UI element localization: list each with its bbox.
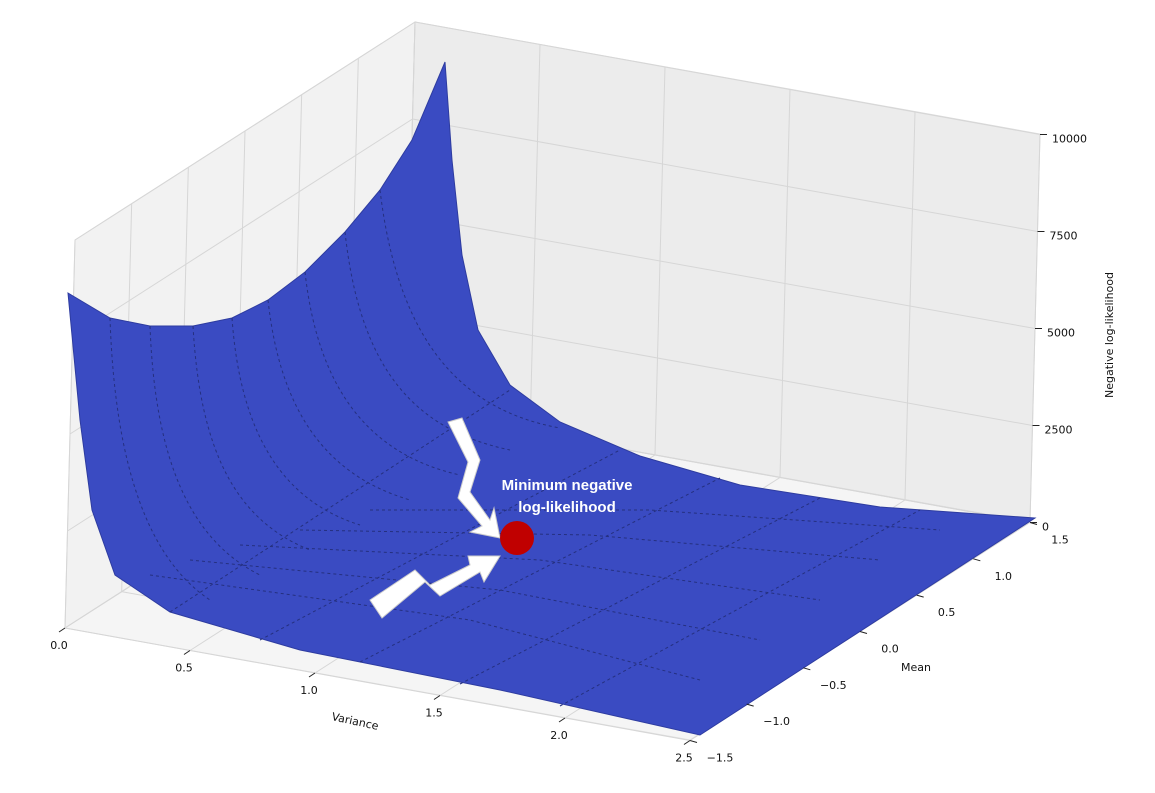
z-tick-label: 5000	[1047, 326, 1075, 339]
y-tick	[803, 667, 811, 671]
y-tick-label: −0.5	[820, 679, 847, 692]
x-tick-label: 2.0	[550, 729, 568, 742]
wire	[459, 497, 821, 685]
grid-line	[72, 118, 413, 338]
x-tick-label: 1.0	[300, 684, 318, 697]
x-tick	[183, 650, 191, 655]
z-tick-label: 2500	[1044, 423, 1072, 436]
annotation: log-likelihood	[518, 499, 616, 516]
y-tick-label: −1.5	[707, 752, 734, 765]
y-tick-label: 1.0	[995, 570, 1013, 583]
y-tick-label: 1.5	[1051, 533, 1069, 546]
y-tick	[689, 740, 698, 743]
wire	[109, 317, 211, 601]
wire	[149, 574, 701, 681]
y-axis-label: Mean	[901, 661, 931, 674]
arrow	[369, 555, 501, 619]
y-tick	[859, 631, 868, 634]
y-tick	[973, 558, 981, 562]
x-tick-label: 2.5	[675, 752, 693, 765]
wire	[149, 325, 261, 576]
y-tick	[916, 594, 924, 598]
grid-line	[74, 21, 416, 241]
y-tick	[746, 703, 754, 707]
wire	[379, 189, 561, 429]
x-tick-label: 0.0	[50, 639, 68, 652]
minimum-marker	[500, 521, 534, 555]
grid-line	[64, 627, 691, 741]
annotation: Minimum negative	[502, 477, 633, 494]
wire	[299, 529, 881, 561]
x-tick-label: 0.5	[175, 662, 193, 675]
x-tick	[683, 740, 691, 745]
z-axis-label: Negative log-likelihood	[1103, 272, 1116, 398]
wire	[189, 559, 761, 641]
wire	[559, 509, 921, 707]
z-tick-label: 7500	[1049, 229, 1077, 242]
grid-line	[412, 118, 1038, 232]
x-tick-label: 1.5	[425, 707, 443, 720]
surface-wireframe	[109, 189, 941, 707]
grid-line	[407, 312, 1033, 426]
z-tick-label: 10000	[1052, 132, 1087, 145]
x-tick	[308, 672, 316, 678]
wire	[359, 477, 721, 663]
grid-line	[414, 21, 1041, 135]
x-tick	[558, 717, 566, 723]
surface	[67, 61, 1037, 736]
arrow	[447, 417, 501, 539]
z-tick-label: 0	[1042, 520, 1049, 533]
wire	[192, 325, 311, 551]
y-tick-label: 0.5	[938, 606, 956, 619]
wire	[231, 317, 361, 526]
y-tick-label: 0.0	[881, 642, 899, 655]
wire	[259, 449, 621, 641]
x-tick	[58, 627, 66, 633]
wire	[239, 544, 821, 601]
x-axis-label: Variance	[331, 710, 380, 733]
y-tick-label: −1.0	[763, 715, 790, 728]
grid-line	[409, 215, 1036, 329]
wire	[344, 231, 511, 451]
wire	[267, 299, 411, 501]
x-tick	[433, 695, 441, 700]
surface-patch	[67, 61, 1037, 736]
wire	[304, 271, 461, 476]
